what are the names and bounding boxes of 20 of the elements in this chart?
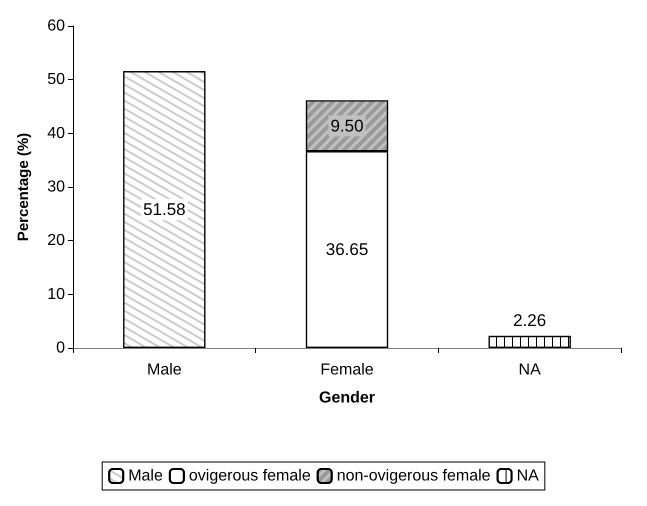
y-axis-title: Percentage (%) (15, 132, 32, 242)
x-tick-label: NA (518, 362, 542, 378)
x-tick-label: Male (146, 362, 182, 378)
y-tick-label: 30 (47, 178, 66, 196)
y-tick-label: 0 (56, 340, 66, 356)
y-tick-label: 50 (47, 71, 66, 88)
data-label: 36.65 (326, 240, 368, 260)
x-axis-title: Gender (318, 390, 376, 406)
legend-label: NA (516, 468, 540, 484)
y-tick-label: 40 (47, 124, 66, 142)
y-tick-label: 60 (47, 18, 66, 34)
legend-label: non-ovigerous female (336, 468, 491, 484)
y-tick-label: 10 (47, 286, 66, 303)
legend-label: Male (128, 468, 163, 484)
data-label: 9.50 (330, 116, 364, 136)
y-tick-label: 20 (47, 232, 66, 250)
data-label: 2.26 (513, 310, 546, 330)
legend-label: ovigerous female (188, 468, 311, 484)
data-label: 51.58 (143, 200, 186, 220)
x-tick-label: Female (320, 362, 374, 378)
